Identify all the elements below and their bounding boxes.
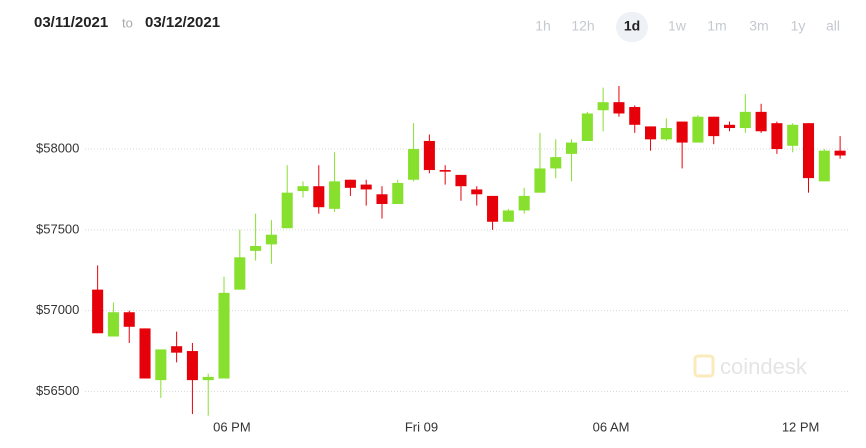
candle-body [186, 351, 198, 381]
candle-body [297, 186, 309, 192]
date-to: 03/12/2021 [145, 14, 220, 31]
x-tick-label: 06 PM [213, 419, 251, 434]
candle-body [518, 195, 530, 211]
watermark-logo [693, 354, 715, 378]
candle-body [139, 328, 151, 379]
candle-body [771, 123, 783, 150]
candle-body [313, 186, 325, 208]
candle-body [123, 312, 135, 327]
candle-body [92, 289, 104, 334]
candle-body [471, 189, 483, 195]
candle-body [597, 102, 609, 111]
timeframe-button[interactable]: 12h [571, 18, 594, 34]
timeframe-button[interactable]: all [826, 18, 840, 34]
timeframe-active-bg [616, 12, 648, 42]
candle-body [234, 257, 246, 290]
candle-body [455, 174, 467, 187]
candle-body [723, 124, 736, 129]
candle-body [250, 245, 262, 251]
x-tick-label: 06 AM [593, 419, 630, 434]
candle-body [581, 113, 593, 141]
timeframe-button[interactable]: 1d [624, 18, 640, 34]
candle-body [265, 234, 277, 245]
candle-body [676, 121, 688, 143]
candle-body [834, 150, 846, 156]
candle-body [439, 170, 451, 172]
x-tick-label: 12 PM [782, 419, 820, 434]
candle-body [818, 150, 830, 182]
y-tick-label: $58000 [36, 140, 79, 155]
candle-body [218, 292, 230, 379]
candle-body [739, 111, 751, 129]
candle-body [566, 142, 578, 154]
candle-body [629, 107, 641, 125]
candle-body [645, 126, 657, 140]
timeframe-button[interactable]: 1m [707, 18, 726, 34]
date-from: 03/11/2021 [34, 14, 108, 31]
candle-body [202, 376, 214, 381]
candle-body [392, 182, 404, 204]
candle-body [376, 194, 388, 204]
candle-body [660, 128, 672, 140]
candle-body [107, 312, 119, 337]
candle-body [487, 195, 499, 222]
candle-body [692, 116, 704, 143]
date-to-word: to [122, 15, 133, 30]
x-tick-label: Fri 09 [405, 419, 438, 434]
candle-body [613, 102, 625, 114]
candle-body [423, 140, 435, 171]
watermark: coindesk [693, 354, 808, 379]
candle-body [502, 210, 514, 222]
candle-body [360, 184, 372, 190]
y-tick-label: $57500 [36, 221, 79, 236]
candle-body [787, 124, 799, 146]
timeframe-button[interactable]: 1h [535, 18, 551, 34]
candle-body [329, 181, 341, 209]
candle-body [171, 346, 183, 353]
candle-body [708, 116, 720, 137]
candle-body [534, 168, 546, 193]
y-tick-label: $56500 [36, 383, 79, 398]
candle-body [281, 192, 293, 229]
candle-body [802, 123, 815, 179]
timeframe-button[interactable]: 3m [749, 18, 768, 34]
candle-body [550, 157, 562, 169]
watermark-text: coindesk [720, 354, 808, 379]
candle-body [755, 111, 767, 132]
y-tick-label: $57000 [36, 302, 79, 317]
candle-body [155, 349, 167, 381]
candle-body [408, 149, 420, 180]
candle-body [344, 179, 356, 188]
timeframe-button[interactable]: 1w [668, 18, 687, 34]
timeframe-button[interactable]: 1y [791, 18, 806, 34]
